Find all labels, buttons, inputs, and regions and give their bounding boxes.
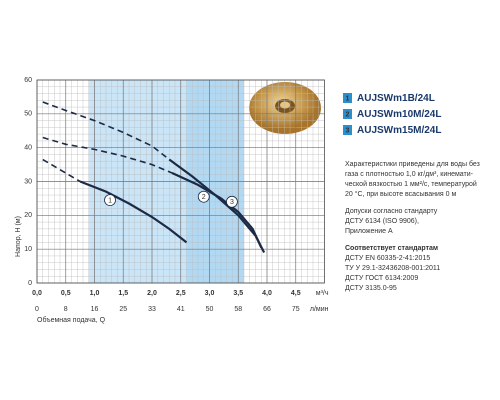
x-unit: м³/ч — [316, 290, 329, 297]
y-tick-label: 60 — [24, 77, 32, 84]
x2-tick-label: 16 — [91, 306, 99, 313]
x-tick-label: 2,0 — [147, 290, 157, 297]
x-axis-title: Объемная подача, Q — [37, 316, 106, 324]
curve-dashed — [42, 158, 81, 183]
curve-tag: 1 — [108, 197, 112, 204]
y-tick-label: 30 — [24, 178, 32, 185]
note-line: ТУ У 29.1-32436208-001:2011 — [345, 265, 440, 272]
note-line: ДСТУ 6134 (ISO 9906), — [345, 218, 419, 225]
y-tick-label: 20 — [24, 212, 32, 219]
legend-number: 2 — [346, 111, 350, 118]
y-tick-label: 40 — [24, 145, 32, 152]
curve-tag-circle — [197, 190, 210, 203]
x2-tick-label: 66 — [263, 306, 271, 313]
x-tick-label: 3,0 — [205, 290, 215, 297]
note-line: ДСТУ EN 60335-2-41:2015 — [345, 255, 430, 262]
curve-dashed — [42, 101, 170, 161]
x2-tick-label: 0 — [35, 306, 39, 313]
legend-label: AUJSWm1B/24L — [357, 93, 435, 104]
x-tick-label: 3,5 — [233, 290, 243, 297]
plot-frame — [36, 79, 325, 284]
note-line: Характеристики приведены для воды без — [345, 160, 480, 168]
x2-tick-label: 50 — [206, 306, 214, 313]
legend-swatch — [343, 93, 352, 103]
curve-tag-circle — [104, 194, 116, 207]
note-line: Допуски согласно стандарту — [345, 208, 438, 215]
curve-solid — [79, 180, 188, 244]
note-line: газа с плотностью 1,0 кг/дм³, кинемати- — [345, 171, 474, 178]
x2-tick-label: 33 — [148, 306, 156, 313]
x2-tick-label: 58 — [234, 306, 242, 313]
impeller-image — [249, 82, 321, 134]
x-tick-label: 0,0 — [32, 290, 42, 297]
x-tick-label: 2,5 — [176, 290, 186, 297]
x2-tick-label: 75 — [292, 306, 300, 313]
curve-tag-circle — [226, 195, 238, 208]
x-tick-label: 1,0 — [90, 290, 100, 297]
note-line: ДСТУ 3135.0-95 — [345, 285, 397, 292]
x-tick-label: 4,0 — [262, 290, 272, 297]
legend-label: AUJSWm15M/24L — [357, 125, 441, 136]
legend-label: AUJSWm10M/24L — [357, 109, 441, 120]
x2-unit: л/мин — [310, 306, 329, 313]
x-tick-label: 1,5 — [118, 290, 128, 297]
note-line: 20 °С, при высоте всасывания 0 м — [345, 190, 456, 198]
y-tick-label: 0 — [28, 280, 32, 287]
note-line: Приложение А — [345, 228, 393, 235]
y-axis-title: Напор, Н (м) — [15, 216, 22, 257]
curve-tag: 2 — [202, 194, 206, 201]
curve-tag: 3 — [230, 199, 234, 206]
x2-tick-label: 8 — [64, 306, 68, 313]
legend-swatch — [343, 109, 352, 119]
note-line: Соответствует стандартам — [345, 245, 438, 252]
x2-tick-label: 41 — [177, 306, 185, 313]
legend-swatch — [343, 125, 352, 135]
note-line: ческой вязкостью 1 мм²/с, температурой — [345, 180, 477, 188]
curve-solid — [168, 158, 266, 254]
x-tick-label: 4,5 — [291, 290, 301, 297]
legend-number: 3 — [346, 127, 350, 134]
note-line: ДСТУ ГОСТ 6134:2009 — [345, 275, 418, 282]
x2-tick-label: 25 — [119, 306, 127, 313]
y-tick-label: 50 — [24, 111, 32, 118]
legend-number: 1 — [346, 95, 350, 102]
x-tick-label: 0,5 — [61, 290, 71, 297]
y-tick-label: 10 — [24, 246, 32, 253]
